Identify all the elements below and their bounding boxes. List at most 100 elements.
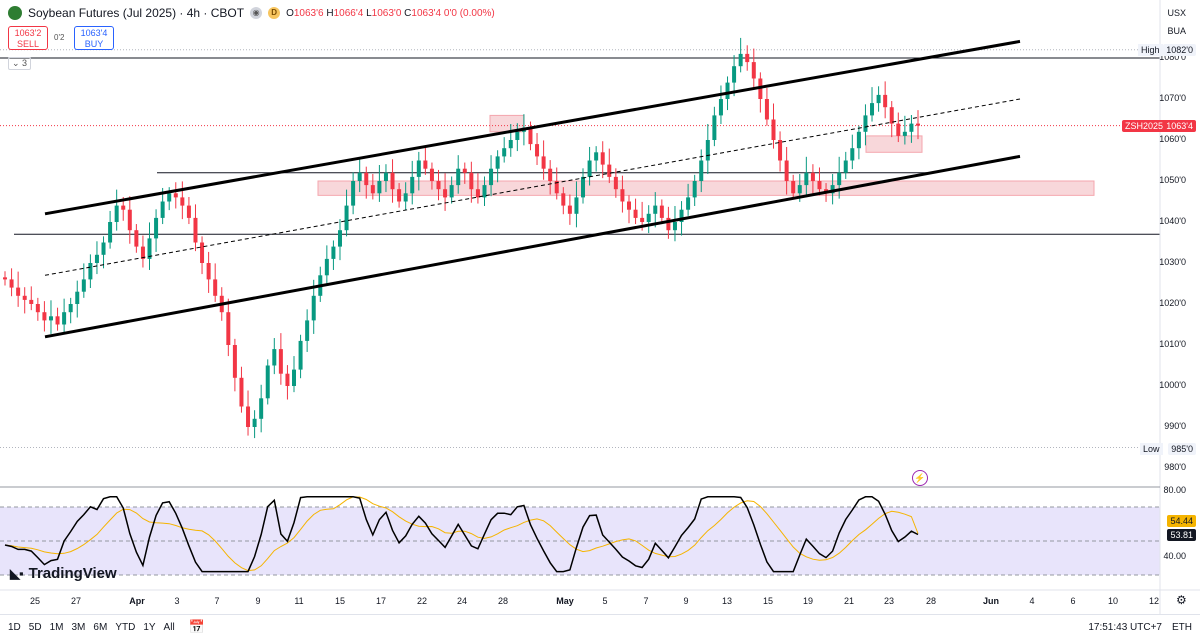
time-tick-label: 28 <box>925 596 937 606</box>
indicators-collapse-button[interactable]: ⌄ 3 <box>8 57 32 70</box>
candle <box>81 263 86 298</box>
range-button-3m[interactable]: 3M <box>71 621 86 633</box>
clock[interactable]: 17:51:43 UTC+7 <box>1088 621 1162 633</box>
candle-body <box>410 176 415 194</box>
rsi-line <box>4 496 919 573</box>
range-button-6m[interactable]: 6M <box>93 621 108 633</box>
candle <box>265 359 270 405</box>
candle <box>390 159 395 203</box>
time-tick-label: 24 <box>456 596 468 606</box>
candle <box>134 224 139 253</box>
range-button-ytd[interactable]: YTD <box>115 621 136 633</box>
candle <box>377 165 382 202</box>
candle <box>239 366 244 413</box>
time-tick-label: May <box>556 596 574 606</box>
range-button-all[interactable]: All <box>163 621 175 633</box>
tradingview-logo[interactable]: ◣▪ TradingView <box>10 565 117 582</box>
rsi-ma-line <box>4 496 919 572</box>
candle-body <box>311 295 316 321</box>
candle <box>672 206 677 242</box>
candle-body <box>666 217 671 231</box>
session-toggle[interactable]: ETH <box>1172 621 1192 633</box>
range-button-1y[interactable]: 1Y <box>143 621 156 633</box>
candle <box>902 115 907 145</box>
candle <box>764 87 769 126</box>
candle <box>436 169 441 201</box>
time-tick-label: 13 <box>721 596 733 606</box>
candle-body <box>140 246 145 259</box>
candle <box>186 196 191 225</box>
candle <box>909 114 914 143</box>
candle <box>758 72 763 113</box>
candle-body <box>620 189 625 202</box>
time-tick-label: Jun <box>982 596 1000 606</box>
candle-body <box>745 53 750 63</box>
chart-canvas[interactable] <box>0 0 1200 614</box>
candle <box>246 390 251 436</box>
candle <box>443 173 448 211</box>
candle <box>778 131 783 172</box>
candle-body <box>55 316 60 325</box>
calendar-icon[interactable]: 📅 <box>188 619 205 634</box>
candle <box>587 146 592 186</box>
candle <box>850 134 855 170</box>
time-tick-label: 23 <box>883 596 895 606</box>
candle <box>659 199 664 225</box>
delayed-badge: D <box>268 7 281 19</box>
candle <box>475 173 480 204</box>
candle-body <box>561 193 566 206</box>
candle <box>837 156 842 199</box>
eye-icon[interactable]: ◉ <box>250 7 263 19</box>
range-button-1d[interactable]: 1D <box>8 621 21 633</box>
candle-body <box>259 398 264 419</box>
settings-gear-icon[interactable]: ⚙ <box>1176 593 1187 607</box>
symbol-title[interactable]: Soybean Futures (Jul 2025) · 4h · CBOT <box>28 6 245 20</box>
sell-button[interactable]: 1063'2 SELL <box>8 26 48 50</box>
candle-body <box>436 181 441 190</box>
candle <box>226 298 231 357</box>
candle <box>206 251 211 293</box>
candle <box>784 146 789 195</box>
candle-body <box>567 205 572 214</box>
price-tick-label: 1010'0 <box>1159 339 1186 349</box>
unit-label[interactable]: BUA <box>1167 26 1186 36</box>
axes-lines <box>0 0 1200 614</box>
rsi-value-tag: 53.81 <box>1167 529 1196 541</box>
candle <box>29 286 34 311</box>
candle-body <box>705 140 710 161</box>
candle-body <box>22 295 27 300</box>
high-label: High <box>1138 44 1163 56</box>
currency-label[interactable]: USX <box>1167 8 1186 18</box>
buy-button[interactable]: 1063'4 BUY <box>74 26 114 50</box>
candle <box>35 297 40 321</box>
candle <box>870 87 875 122</box>
candle-body <box>331 246 336 259</box>
candle-body <box>167 193 172 202</box>
candle <box>541 140 546 180</box>
candle-body <box>640 217 645 222</box>
candle <box>180 181 185 220</box>
candle-body <box>587 160 592 177</box>
candle-body <box>764 99 769 120</box>
bottom-toolbar: 1D 5D 1M 3M 6M YTD 1Y All 📅 17:51:43 UTC+7 ETH <box>0 614 1200 639</box>
candle-body <box>42 312 47 321</box>
candle-body <box>797 185 802 194</box>
price-tick-label: 980'0 <box>1164 462 1186 472</box>
candle-body <box>449 185 454 198</box>
range-button-5d[interactable]: 5D <box>28 621 42 633</box>
candle-body <box>252 418 257 427</box>
time-tick-label: 9 <box>683 596 689 606</box>
candle-body <box>278 349 283 374</box>
lightning-icon[interactable]: ⚡ <box>912 470 928 486</box>
last-price-tag: 1063'4 <box>1163 120 1196 132</box>
candle <box>410 160 415 205</box>
candle-body <box>429 168 434 181</box>
range-button-1m[interactable]: 1M <box>49 621 64 633</box>
time-tick-label: 9 <box>255 596 261 606</box>
candle-body <box>600 152 605 165</box>
candle-body <box>535 144 540 157</box>
time-tick-label: 11 <box>294 596 304 606</box>
candle-body <box>101 242 106 255</box>
candle-body <box>699 160 704 181</box>
candle <box>16 271 21 307</box>
